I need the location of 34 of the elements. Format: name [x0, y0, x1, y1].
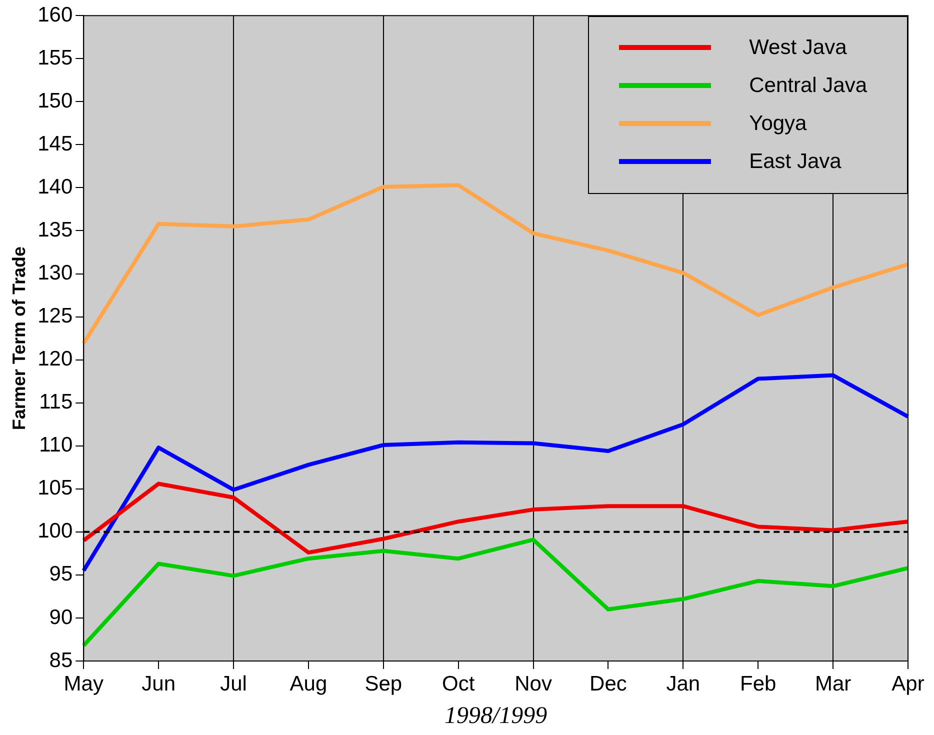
x-axis-title: 1998/1999 [444, 702, 548, 729]
x-tick-label: May [64, 672, 104, 696]
x-tick-label: Nov [514, 672, 552, 696]
y-axis-title: Farmer Term of Trade [8, 246, 29, 430]
y-tick-label: 100 [38, 520, 73, 543]
x-tick-label: Mar [814, 672, 852, 696]
legend-label: Central Java [749, 74, 867, 98]
legend-label: West Java [749, 36, 847, 60]
y-tick-label: 130 [38, 262, 73, 285]
legend-label: East Java [749, 150, 842, 174]
y-tick-label: 105 [38, 476, 73, 500]
x-tick-label: Oct [442, 672, 475, 696]
legend-label: Yogya [749, 112, 807, 136]
y-tick-label: 155 [38, 46, 73, 70]
y-tick-label: 90 [49, 606, 73, 629]
y-tick-label: 115 [39, 390, 73, 414]
y-tick-label: 125 [38, 304, 73, 328]
x-tick-label: Dec [590, 672, 627, 696]
y-tick-label: 95 [49, 562, 73, 586]
x-tick-label: Apr [892, 672, 924, 696]
y-tick-label: 110 [39, 434, 73, 457]
y-tick-label: 145 [38, 132, 73, 156]
y-tick-label: 150 [38, 89, 73, 112]
y-tick-label: 135 [38, 218, 73, 242]
y-tick-label: 160 [38, 3, 73, 26]
x-tick-label: Jul [220, 672, 247, 696]
y-tick-label: 85 [49, 648, 73, 672]
x-tick-label: Sep [364, 672, 402, 696]
y-tick-label: 140 [38, 176, 73, 199]
x-tick-label: Aug [290, 672, 328, 696]
x-tick-label: Jan [666, 672, 700, 696]
x-tick-label: Feb [740, 672, 776, 696]
y-tick-label: 120 [38, 348, 73, 371]
x-tick-label: Jun [142, 672, 176, 696]
